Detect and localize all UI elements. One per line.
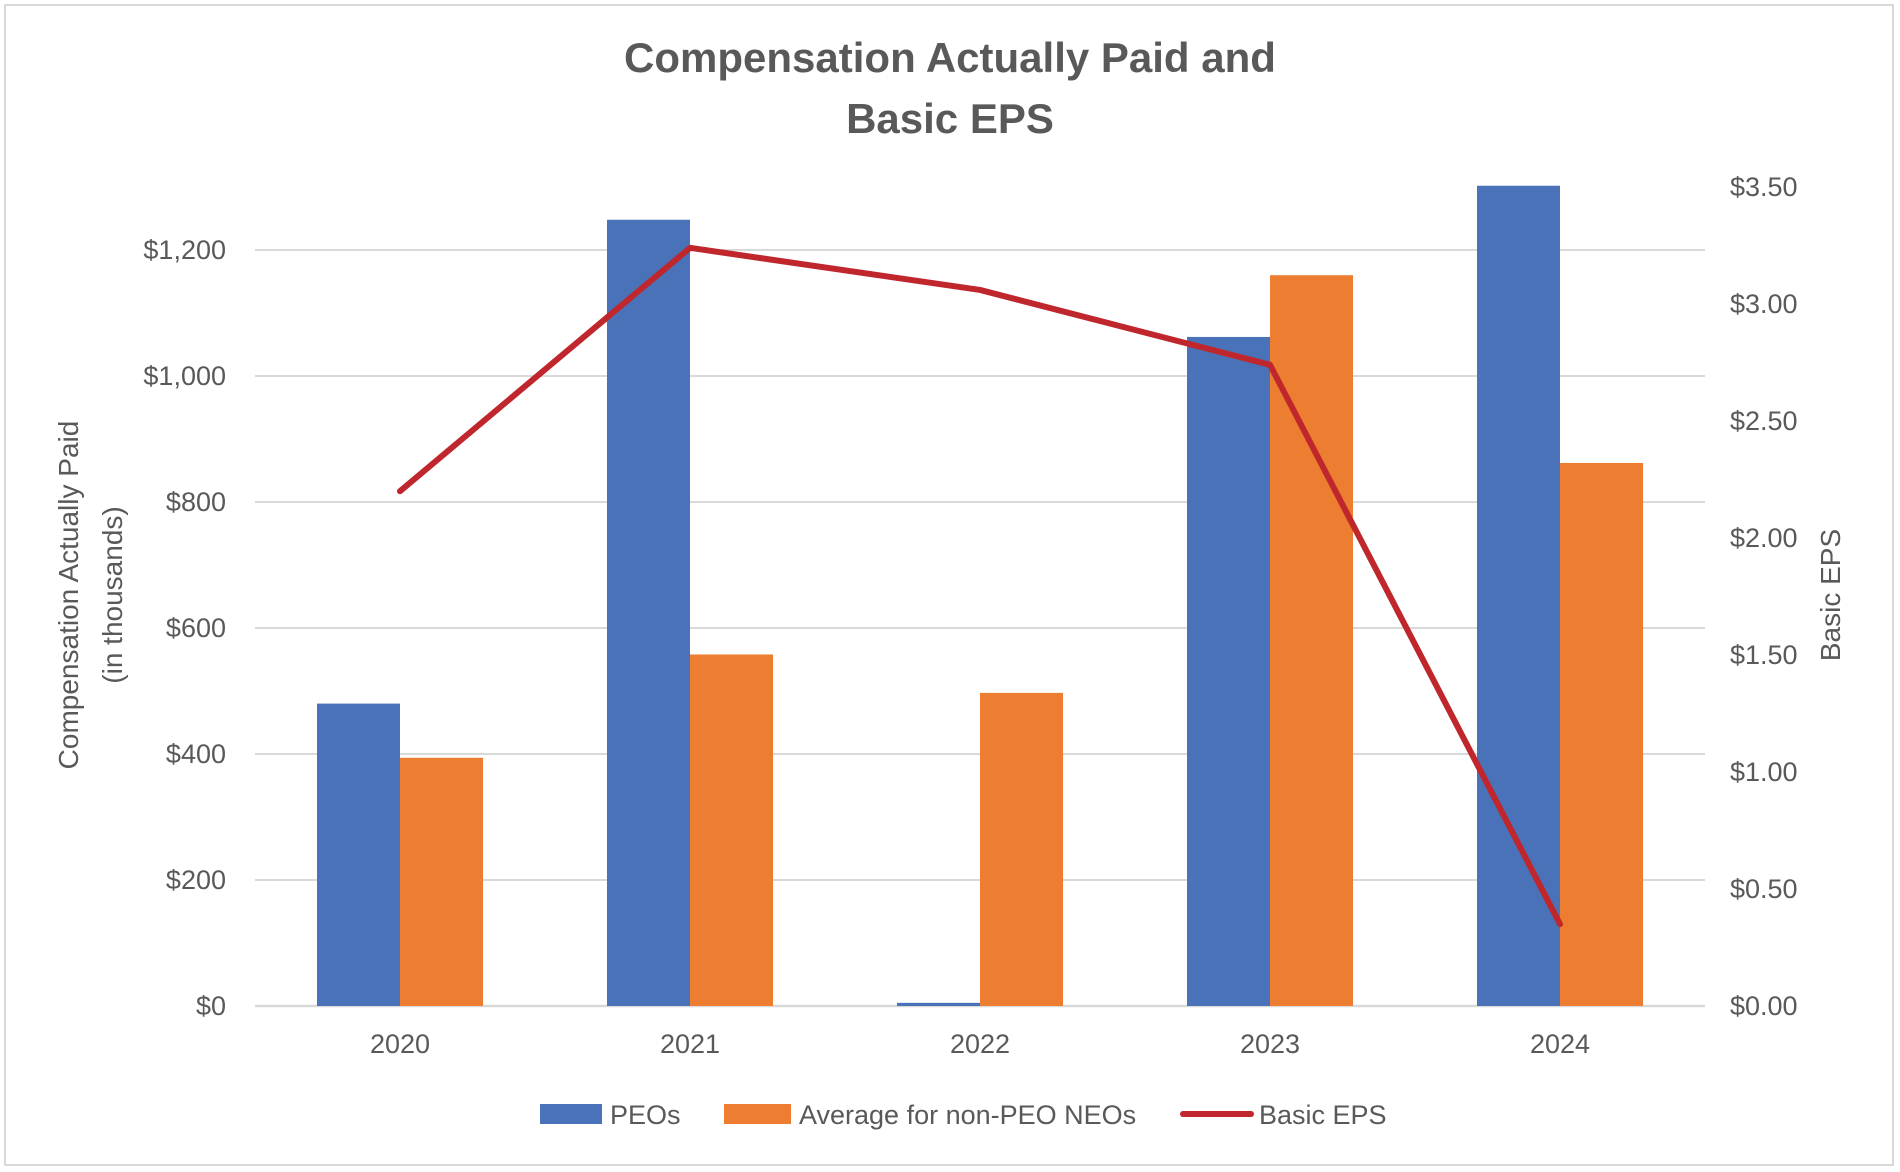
legend: PEOs Average for non-PEO NEOs Basic EPS	[540, 1100, 1387, 1130]
left-tick-label: $1,000	[143, 361, 226, 391]
legend-swatch	[724, 1104, 791, 1124]
bar-non-peo-neos-2022	[980, 692, 1063, 1006]
legend-item-non-peo-neos: Average for non-PEO NEOs	[724, 1100, 1136, 1130]
left-tick-label: $800	[166, 487, 226, 517]
chart-title-line-2: Basic EPS	[846, 95, 1054, 142]
right-tick-label: $1.50	[1730, 640, 1798, 670]
point-basic-eps-2023	[1269, 364, 1271, 366]
right-tick-label: $1.00	[1730, 757, 1798, 787]
legend-item-basic-eps: Basic EPS	[1180, 1100, 1387, 1130]
chart-title: Compensation Actually Paid and Basic EPS	[624, 34, 1276, 142]
x-tick-label: 2020	[370, 1029, 430, 1059]
line-series	[397, 244, 1563, 928]
gridlines	[255, 249, 1705, 1008]
bar-peos-2020	[317, 703, 400, 1006]
bar-peos-2022	[897, 1002, 980, 1006]
point-basic-eps-2020	[399, 490, 401, 492]
left-tick-label: $400	[166, 739, 226, 769]
right-axis-ticks: $0.00 $0.50 $1.00 $1.50 $2.00 $2.50 $3.00 $3.50	[1730, 172, 1798, 1021]
bar-peos-2023	[1187, 336, 1270, 1006]
left-axis-title-line-2: (in thousands)	[97, 506, 128, 683]
left-axis-title-line-1: Compensation Actually Paid	[53, 421, 84, 770]
x-tick-label: 2024	[1530, 1029, 1590, 1059]
legend-label: PEOs	[610, 1100, 681, 1130]
right-axis-title: Basic EPS	[1815, 529, 1846, 661]
bar-peos-2024	[1477, 185, 1560, 1007]
left-axis-ticks: $0 $200 $400 $600 $800 $1,000 $1,200	[143, 235, 226, 1021]
right-tick-label: $3.00	[1730, 289, 1798, 319]
left-axis-title: Compensation Actually Paid (in thousands…	[53, 421, 128, 770]
left-tick-label: $600	[166, 613, 226, 643]
left-tick-label: $0	[196, 991, 226, 1021]
bar-peos-2021	[607, 219, 690, 1006]
x-tick-label: 2023	[1240, 1029, 1300, 1059]
right-tick-label: $0.00	[1730, 991, 1798, 1021]
legend-label: Basic EPS	[1259, 1100, 1387, 1130]
chart-title-line-1: Compensation Actually Paid and	[624, 34, 1276, 81]
left-tick-label: $1,200	[143, 235, 226, 265]
x-tick-label: 2022	[950, 1029, 1010, 1059]
bars	[317, 185, 1643, 1007]
bar-non-peo-neos-2020	[400, 757, 483, 1006]
bar-non-peo-neos-2021	[690, 654, 773, 1006]
legend-label: Average for non-PEO NEOs	[799, 1100, 1136, 1130]
legend-item-peos: PEOs	[540, 1100, 681, 1130]
right-tick-label: $0.50	[1730, 874, 1798, 904]
point-basic-eps-2021	[689, 247, 691, 249]
legend-swatch	[540, 1104, 602, 1124]
left-tick-label: $200	[166, 865, 226, 895]
point-basic-eps-2024	[1559, 923, 1561, 925]
bar-non-peo-neos-2024	[1560, 462, 1643, 1006]
right-tick-label: $2.50	[1730, 406, 1798, 436]
x-axis-ticks: 2020 2021 2022 2023 2024	[370, 1029, 1590, 1059]
right-tick-label: $3.50	[1730, 172, 1798, 202]
point-basic-eps-2022	[979, 289, 981, 291]
right-tick-label: $2.00	[1730, 523, 1798, 553]
x-tick-label: 2021	[660, 1029, 720, 1059]
